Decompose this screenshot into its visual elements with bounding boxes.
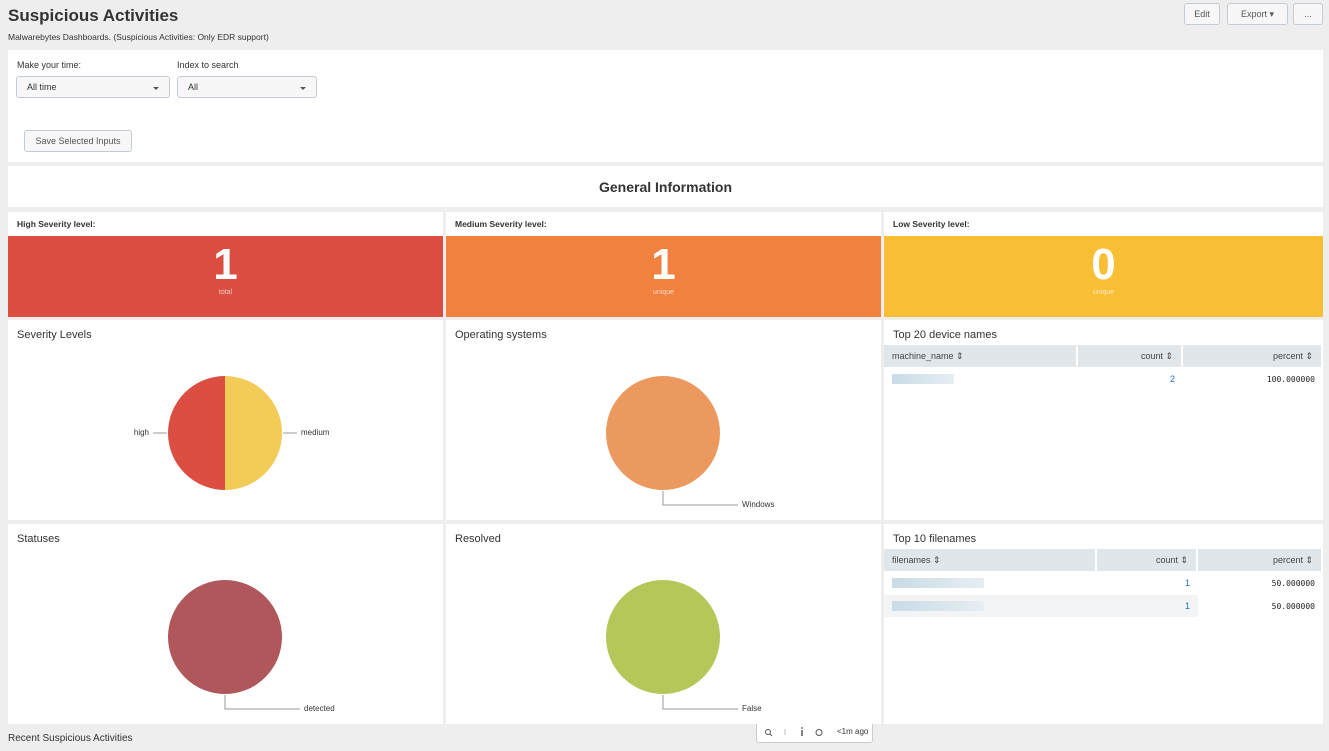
- slice-label: high: [134, 428, 149, 437]
- footer-title: Recent Suspicious Activities: [8, 733, 133, 744]
- table-header[interactable]: count ⇕: [1078, 345, 1183, 367]
- slice-label: detected: [304, 704, 335, 713]
- refresh-icon[interactable]: [815, 729, 823, 736]
- percent-cell: 50.000000: [1271, 601, 1315, 611]
- count-cell[interactable]: 2: [1169, 374, 1175, 384]
- panel-title: Statuses: [17, 533, 60, 545]
- refresh-time: <1m ago: [837, 727, 869, 736]
- single-title: Low Severity level:: [893, 219, 970, 229]
- index-dropdown[interactable]: All: [177, 76, 317, 98]
- page-subtitle: Malwarebytes Dashboards. (Suspicious Act…: [8, 32, 269, 42]
- count-cell[interactable]: 1: [1184, 578, 1190, 588]
- redacted-cell: [892, 374, 954, 384]
- table-header[interactable]: filenames ⇕: [884, 549, 1097, 571]
- count-cell[interactable]: 1: [1184, 601, 1190, 611]
- panel: Operating systems Windows: [446, 320, 881, 520]
- pie-slice: [168, 376, 225, 490]
- search-icon: [769, 733, 773, 737]
- panel: Resolved False: [446, 524, 881, 724]
- single-value: 0: [1091, 240, 1116, 289]
- more-button[interactable]: ...: [1293, 3, 1323, 25]
- single-caption: total: [218, 289, 233, 296]
- panel: [884, 212, 1323, 236]
- table-header[interactable]: percent ⇕: [1198, 549, 1323, 571]
- single-value: 1: [213, 240, 238, 289]
- panel-title: Severity Levels: [17, 329, 92, 341]
- panel: [446, 212, 881, 236]
- input-label: Index to search: [177, 60, 239, 70]
- pie-slice: [168, 580, 282, 694]
- panel: [8, 212, 443, 236]
- edit-button[interactable]: Edit: [1184, 3, 1220, 25]
- single-value-block: 0 unique: [884, 236, 1323, 317]
- panel: Top 20 device names machine_name ⇕ count ⇕…: [884, 320, 1323, 520]
- pie-slice: [606, 580, 720, 694]
- single-caption: unique: [652, 289, 675, 296]
- pie-chart: False: [606, 580, 762, 713]
- pie-chart: Windows: [606, 376, 774, 509]
- table-header[interactable]: percent ⇕: [1183, 345, 1323, 367]
- redacted-cell: [892, 601, 984, 611]
- page-title: Suspicious Activities: [8, 6, 179, 25]
- inputs-panel: [8, 50, 1323, 162]
- single-value: 1: [651, 240, 676, 289]
- panel: Severity Levels high medium: [8, 320, 443, 520]
- panel-title: Resolved: [455, 533, 501, 545]
- percent-cell: 100.000000: [1266, 374, 1315, 384]
- pie-chart: high medium: [134, 376, 330, 490]
- single-title: Medium Severity level:: [455, 219, 547, 229]
- export-button[interactable]: Export ▾: [1227, 3, 1288, 25]
- input-label: Make your time:: [17, 60, 82, 70]
- slice-label: Windows: [742, 500, 774, 509]
- panel: Top 10 filenames filenames ⇕ count ⇕ percen…: [884, 524, 1323, 724]
- save-button[interactable]: Save Selected Inputs: [24, 130, 132, 152]
- panel-title: Top 10 filenames: [893, 533, 977, 545]
- panel-title: Operating systems: [455, 329, 547, 341]
- panel-title: Top 20 device names: [893, 329, 997, 341]
- row-stripe: [884, 595, 1198, 617]
- toolbar-icons: [765, 727, 823, 737]
- redacted-cell: [892, 578, 984, 588]
- table-header[interactable]: machine_name ⇕: [884, 345, 1078, 367]
- time-dropdown[interactable]: All time: [16, 76, 170, 98]
- single-value-block: 1 total: [8, 236, 443, 317]
- single-title: High Severity level:: [17, 219, 96, 229]
- search-icon[interactable]: [765, 729, 771, 735]
- single-value-block: 1 unique: [446, 236, 881, 317]
- pie-chart: detected: [168, 580, 335, 713]
- slice-label: medium: [301, 428, 330, 437]
- section-title: General Information: [8, 166, 1323, 207]
- pie-slice: [225, 376, 282, 490]
- info-icon: [801, 727, 803, 729]
- single-caption: unique: [1092, 289, 1115, 296]
- percent-cell: 50.000000: [1271, 578, 1315, 588]
- leader-line: [662, 491, 738, 506]
- panel: Statuses detected: [8, 524, 443, 724]
- leader-line: [662, 695, 738, 710]
- panel-toolbar: <1m ago: [756, 722, 873, 743]
- slice-label: False: [742, 704, 762, 713]
- table-header[interactable]: count ⇕: [1097, 549, 1198, 571]
- pie-slice: [606, 376, 720, 490]
- leader-line: [224, 695, 300, 710]
